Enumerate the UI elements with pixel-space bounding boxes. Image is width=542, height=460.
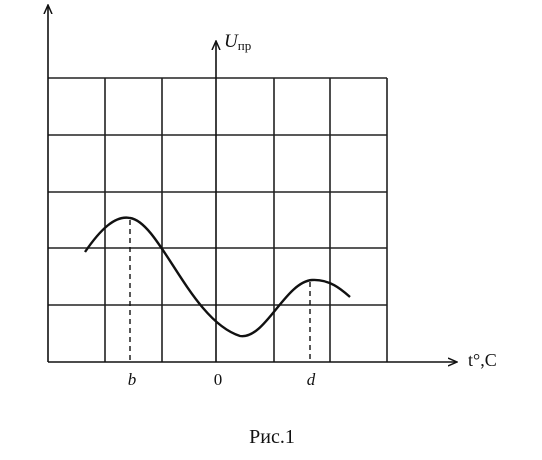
curve xyxy=(84,216,351,338)
x-label: t°,C xyxy=(468,350,497,370)
caption: Рис.1 xyxy=(249,426,295,448)
point-b: b xyxy=(128,370,137,389)
y-label-main: U xyxy=(224,31,239,52)
point-origin: 0 xyxy=(214,370,223,389)
grid xyxy=(48,77,388,362)
point-d: d xyxy=(307,370,316,389)
y-label: Uпр xyxy=(224,31,251,53)
y-label-sub: пр xyxy=(238,38,251,53)
